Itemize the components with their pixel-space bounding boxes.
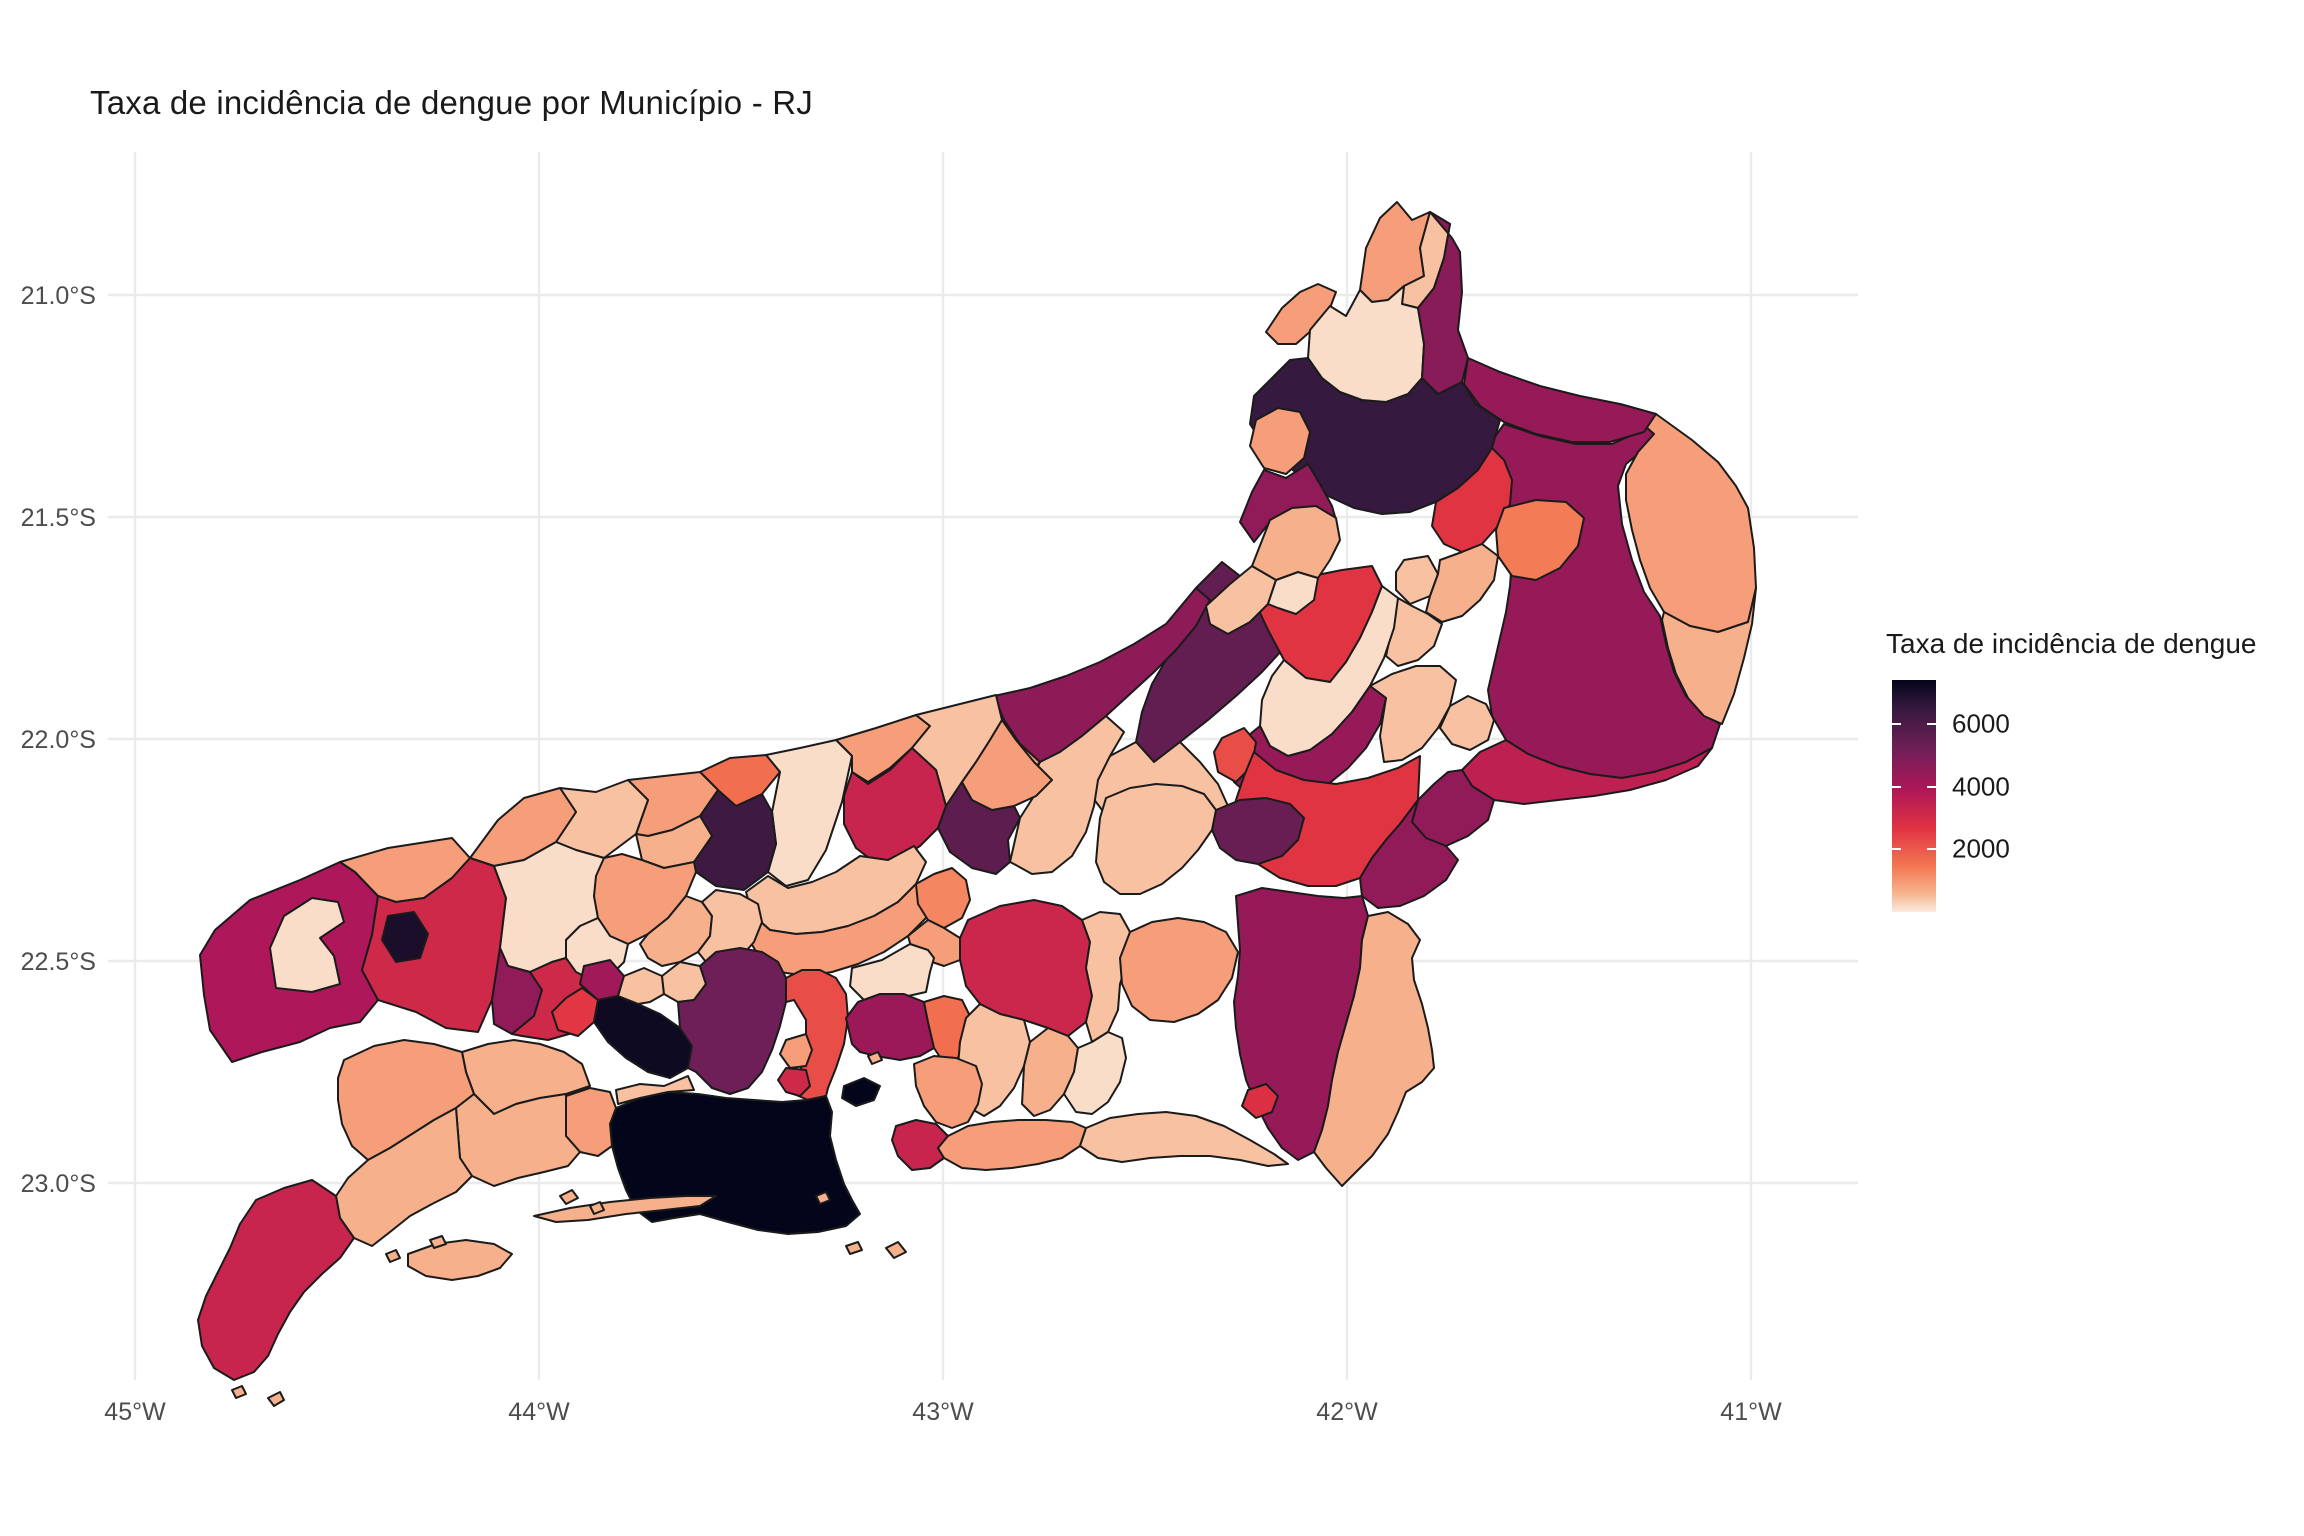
map-region [777,1067,811,1097]
y-axis-tick-label: 22.0°S [21,726,96,754]
map-region [849,943,935,1001]
map-region [1095,783,1217,895]
map-region [1425,543,1499,623]
map-region [429,1235,447,1249]
map-region [231,1385,247,1399]
y-axis-tick-label: 21.0°S [21,282,96,310]
legend-tick-label: 2000 [1952,833,2010,864]
map-region [915,867,971,929]
map-region [961,719,1053,811]
legend-tick-mark [1892,785,1901,788]
map-region [885,1241,907,1259]
map-region [1439,695,1495,751]
legend-tick-mark [1892,722,1901,725]
legend-tick-mark [1927,785,1936,788]
map-region [589,1201,605,1215]
legend-tick-mark [1892,848,1901,851]
legend-tick-label: 4000 [1952,771,2010,802]
map-region [1661,587,1757,725]
map-region [269,897,345,993]
y-axis-tick-label: 22.5°S [21,948,96,976]
map-region [1395,555,1439,605]
legend-tick-mark [1927,722,1936,725]
map-region [407,1239,513,1281]
map-region [1265,283,1337,345]
legend-gradient-bar [1892,680,1936,912]
x-axis-tick-label: 45°W [104,1398,166,1426]
map-region [1417,211,1469,395]
map-region [1211,797,1305,865]
map-region [937,1119,1087,1171]
map-region [765,739,853,887]
map-region [1079,1111,1289,1167]
map-region [1009,715,1125,875]
map-region [593,995,693,1079]
map-region [385,1249,401,1263]
map-region [197,1179,355,1381]
y-axis-tick-label: 21.5°S [21,504,96,532]
legend: Taxa de incidência de dengue 6000 4000 200… [1884,628,2304,958]
map-region [779,1033,813,1069]
x-axis-tick-label: 42°W [1316,1398,1378,1426]
map-region [845,993,935,1061]
map-region [913,1055,983,1129]
map-region [1369,665,1457,763]
x-axis-tick-label: 41°W [1720,1398,1782,1426]
map-region [559,1189,579,1205]
legend-tick-mark [1927,848,1936,851]
legend-tick-label: 6000 [1952,708,2010,739]
map-regions [197,201,1757,1407]
map-region [845,1241,863,1255]
map-region [1249,407,1311,475]
map-region [1251,505,1341,581]
map-region [867,1051,883,1065]
map-region [381,911,429,963]
map-region [1313,911,1435,1187]
axis-labels: 45°W 44°W 43°W 42°W 41°W 21.0°S 21.5°S 22.0°S 22… [21,282,1782,1426]
y-axis-tick-label: 23.0°S [21,1170,96,1198]
map-region [677,947,787,1095]
x-axis-tick-label: 43°W [912,1398,974,1426]
map-region [1359,799,1459,909]
map-region [1241,1083,1279,1119]
map-region [1495,499,1585,581]
map-region [551,987,599,1037]
map-region [455,1093,581,1187]
map-region [533,1195,717,1223]
map-region [1063,1031,1127,1115]
map-region [841,1077,881,1107]
map-region [815,1191,831,1205]
map-region [959,899,1093,1037]
legend-title: Taxa de incidência de dengue [1886,628,2257,659]
map-region [699,754,781,807]
plot-title: Taxa de incidência de dengue por Municíp… [90,84,813,121]
map-region [843,747,947,863]
map-region [1081,911,1131,1043]
map-region [1119,917,1239,1023]
map-region [267,1391,285,1407]
map-region [615,1075,695,1105]
map-region [1431,447,1513,553]
x-axis-tick-label: 44°W [508,1398,570,1426]
